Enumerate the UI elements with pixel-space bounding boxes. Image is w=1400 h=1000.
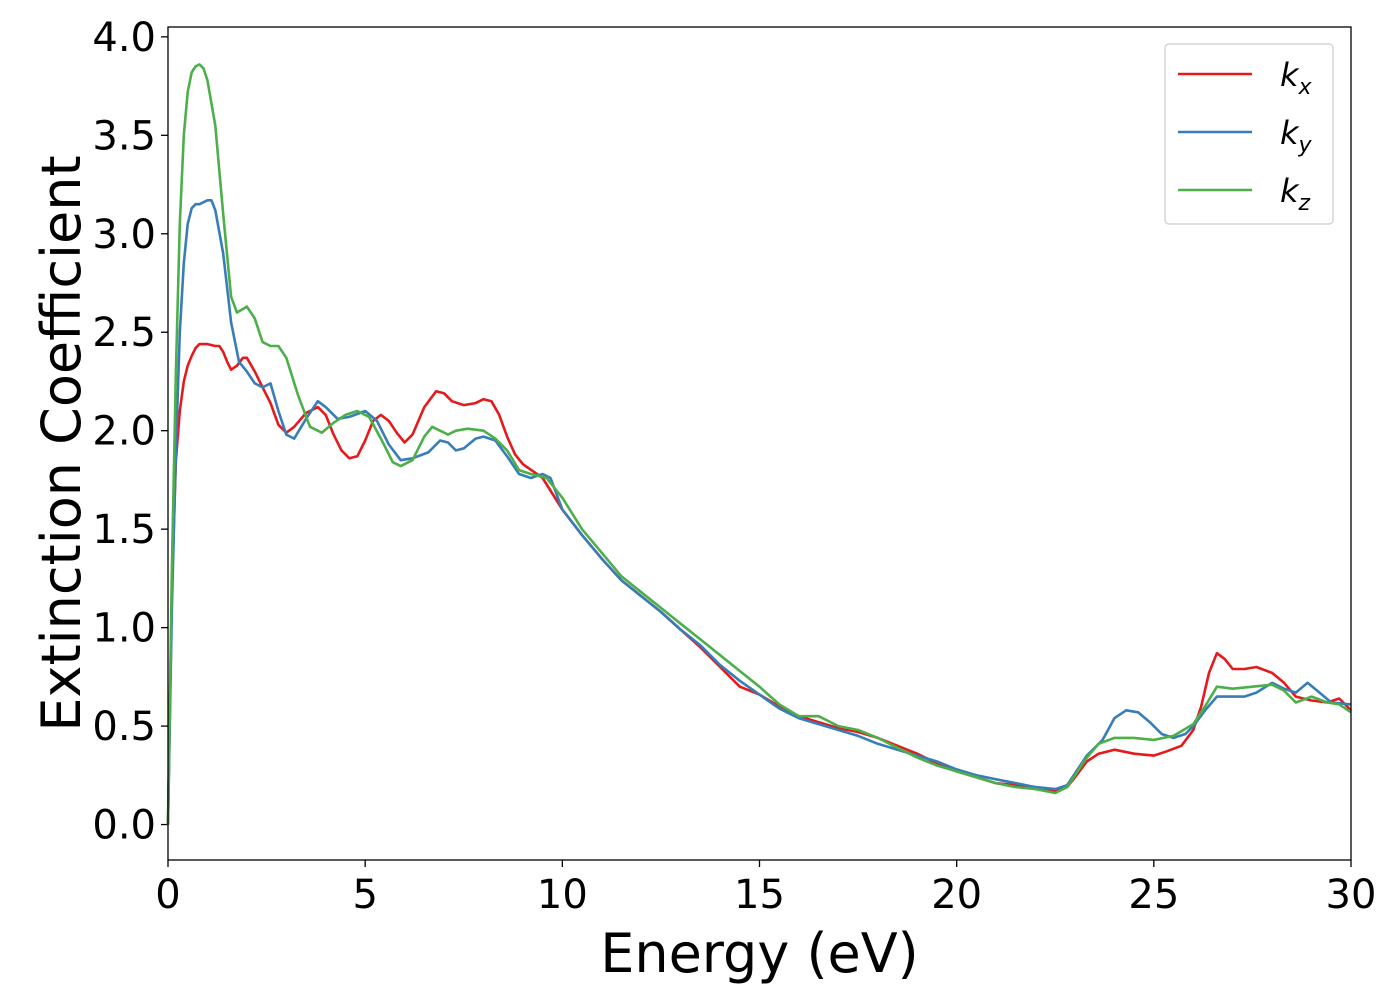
legend-label-main: k: [1280, 172, 1300, 210]
y-tick-label: 0.0: [92, 803, 156, 849]
x-tick-label: 20: [931, 872, 982, 918]
legend-label-main: k: [1280, 114, 1300, 152]
y-tick-label: 0.5: [92, 704, 156, 750]
y-tick-label: 2.5: [92, 310, 156, 356]
x-tick-label: 0: [155, 872, 180, 918]
x-tick-label: 5: [352, 872, 377, 918]
y-tick-label: 3.5: [92, 113, 156, 159]
legend-label-sub: z: [1298, 191, 1311, 216]
legend-label: kz: [1280, 172, 1311, 216]
legend-label: ky: [1280, 114, 1313, 158]
y-tick-label: 2.0: [92, 409, 156, 455]
legend-label-sub: x: [1298, 75, 1313, 100]
y-tick-label: 3.0: [92, 212, 156, 258]
y-axis-title: Extinction Coefficient: [30, 155, 93, 731]
x-tick-label: 30: [1326, 872, 1377, 918]
legend-label-sub: y: [1298, 133, 1313, 158]
x-tick-label: 25: [1128, 872, 1179, 918]
series-layer: [166, 63, 1352, 825]
legend-label: kx: [1280, 56, 1313, 100]
y-tick-label: 1.5: [92, 507, 156, 553]
y-tick-label: 1.0: [92, 606, 156, 652]
x-tick-label: 15: [734, 872, 785, 918]
tick-layer: 0 5 10 15 20 25 30 0.0 0.5 1.0 1.5 2.0 2.5 3.0 3.5 4.0: [92, 15, 1376, 918]
legend-box: [1164, 43, 1334, 225]
series-line-kz: [166, 63, 1352, 825]
series-line-ky: [166, 199, 1352, 825]
legend-label-main: k: [1280, 56, 1300, 94]
plot-frame: [167, 26, 1352, 861]
y-tick-label: 4.0: [92, 15, 156, 61]
x-tick-label: 10: [537, 872, 588, 918]
x-axis-title: Energy (eV): [600, 922, 919, 985]
